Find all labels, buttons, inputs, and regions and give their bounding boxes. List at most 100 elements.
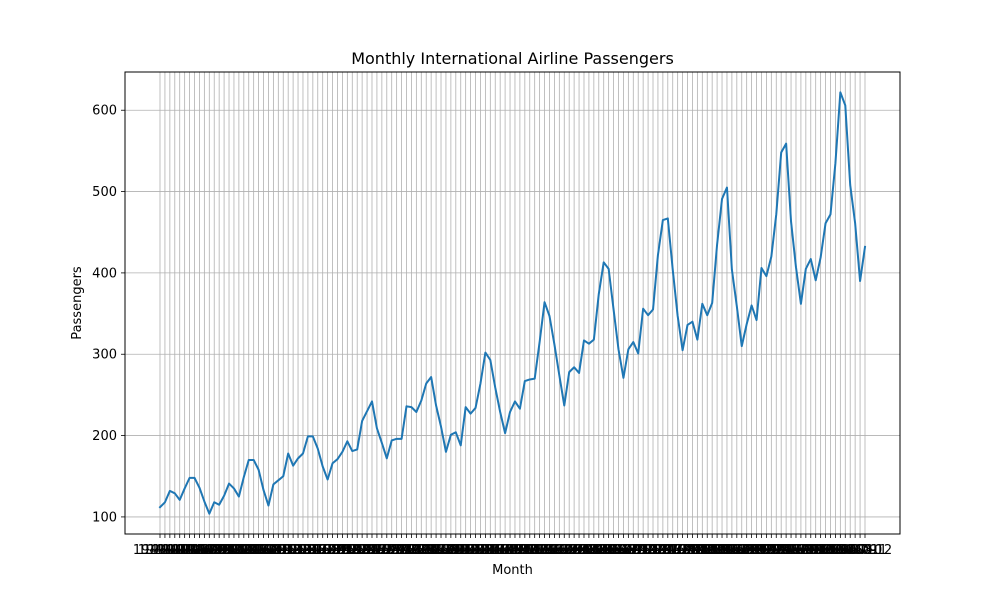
x-tick-label: 1958-09 [705, 543, 759, 558]
series-layer [158, 91, 867, 515]
x-tick-label: 1956-12 [601, 543, 655, 558]
x-tick-label: 1949-03 [143, 543, 197, 558]
x-tick-label: 1958-04 [680, 543, 734, 558]
x-tick-label: 1951-07 [281, 543, 335, 558]
x-tick-label: 1951-01 [251, 543, 305, 558]
x-tick-label: 1954-08 [463, 543, 517, 558]
x-axis-ticks: 1949-011949-021949-031949-041949-051949-… [133, 534, 892, 558]
x-tick-label: 1951-06 [276, 543, 330, 558]
x-tick-label: 1953-10 [414, 543, 468, 558]
x-tick-label: 1957-01 [606, 543, 660, 558]
x-tick-label: 1952-04 [325, 543, 379, 558]
x-tick-label: 1954-07 [458, 543, 512, 558]
x-tick-label: 1949-04 [148, 543, 202, 558]
x-tick-label: 1955-08 [522, 543, 576, 558]
x-tick-label: 1951-09 [291, 543, 345, 558]
x-tick-label: 1956-09 [586, 543, 640, 558]
x-tick-label: 1955-01 [488, 543, 542, 558]
x-tick-label: 1957-12 [660, 543, 714, 558]
x-tick-label: 1959-09 [764, 543, 818, 558]
x-tick-label: 1955-11 [537, 543, 591, 558]
x-tick-label: 1958-02 [670, 543, 724, 558]
x-tick-label: 1959-01 [724, 543, 778, 558]
x-tick-label: 1957-11 [655, 543, 709, 558]
x-tick-label: 1958-01 [665, 543, 719, 558]
x-tick-label: 1954-09 [468, 543, 522, 558]
x-tick-label: 1953-06 [394, 543, 448, 558]
chart-title: Monthly International Airline Passengers [351, 49, 674, 68]
x-tick-label: 1957-10 [650, 543, 704, 558]
x-tick-label: 1954-06 [453, 543, 507, 558]
x-tick-label: 1950-10 [236, 543, 290, 558]
x-tick-label: 1950-01 [192, 543, 246, 558]
x-tick-label: 1958-12 [720, 543, 774, 558]
x-tick-label: 1955-10 [532, 543, 586, 558]
x-tick-label: 1952-02 [315, 543, 369, 558]
x-tick-label: 1949-08 [167, 543, 221, 558]
x-tick-label: 1955-06 [512, 543, 566, 558]
x-tick-label: 1953-11 [419, 543, 473, 558]
x-tick-label: 1949-07 [162, 543, 216, 558]
x-tick-label: 1959-02 [729, 543, 783, 558]
x-tick-label: 1959-04 [739, 543, 793, 558]
x-tick-label: 1953-08 [404, 543, 458, 558]
x-tick-label: 1960-03 [793, 543, 847, 558]
x-tick-label: 1953-02 [374, 543, 428, 558]
x-tick-label: 1956-07 [577, 543, 631, 558]
x-tick-label: 1959-08 [759, 543, 813, 558]
y-tick-label: 500 [92, 185, 117, 200]
x-tick-label: 1954-05 [448, 543, 502, 558]
y-tick-label: 400 [92, 266, 117, 281]
x-tick-label: 1960-08 [818, 543, 872, 558]
x-tick-label: 1960-09 [823, 543, 877, 558]
x-tick-label: 1960-12 [838, 543, 892, 558]
x-tick-label: 1951-08 [286, 543, 340, 558]
series-line [158, 91, 867, 515]
x-tick-label: 1953-07 [399, 543, 453, 558]
x-tick-label: 1955-12 [542, 543, 596, 558]
x-tick-label: 1949-05 [153, 543, 207, 558]
x-tick-label: 1958-10 [710, 543, 764, 558]
x-tick-label: 1958-03 [675, 543, 729, 558]
x-tick-label: 1955-02 [493, 543, 547, 558]
x-tick-label: 1949-10 [177, 543, 231, 558]
x-tick-label: 1951-04 [266, 543, 320, 558]
x-tick-label: 1953-09 [409, 543, 463, 558]
x-tick-label: 1960-07 [813, 543, 867, 558]
x-tick-label: 1950-02 [197, 543, 251, 558]
x-tick-label: 1956-02 [552, 543, 606, 558]
y-tick-label: 300 [92, 348, 117, 363]
x-tick-label: 1958-11 [715, 543, 769, 558]
x-tick-label: 1959-12 [779, 543, 833, 558]
x-tick-label: 1952-12 [365, 543, 419, 558]
x-tick-label: 1960-04 [798, 543, 852, 558]
x-tick-label: 1956-08 [581, 543, 635, 558]
x-tick-label: 1957-04 [621, 543, 675, 558]
x-tick-label: 1950-07 [222, 543, 276, 558]
x-tick-label: 1957-08 [641, 543, 695, 558]
x-tick-label: 1954-11 [478, 543, 532, 558]
x-tick-label: 1957-09 [646, 543, 700, 558]
x-tick-label: 1959-06 [749, 543, 803, 558]
x-tick-label: 1956-10 [591, 543, 645, 558]
x-tick-label: 1949-01 [133, 543, 187, 558]
x-tick-label: 1952-07 [340, 543, 394, 558]
x-tick-label: 1956-03 [557, 543, 611, 558]
x-tick-label: 1954-12 [483, 543, 537, 558]
y-tick-label: 200 [92, 429, 117, 444]
x-tick-label: 1957-07 [636, 543, 690, 558]
x-tick-label: 1955-04 [503, 543, 557, 558]
x-tick-label: 1951-05 [271, 543, 325, 558]
x-tick-label: 1959-10 [769, 543, 823, 558]
x-tick-label: 1954-02 [434, 543, 488, 558]
x-tick-label: 1959-07 [754, 543, 808, 558]
x-tick-label: 1954-04 [443, 543, 497, 558]
x-tick-label: 1952-11 [360, 543, 414, 558]
x-tick-label: 1951-12 [305, 543, 359, 558]
x-tick-label: 1956-05 [567, 543, 621, 558]
x-tick-label: 1955-03 [498, 543, 552, 558]
x-tick-label: 1959-11 [774, 543, 828, 558]
grid-lines [125, 72, 900, 534]
x-tick-label: 1952-05 [330, 543, 384, 558]
